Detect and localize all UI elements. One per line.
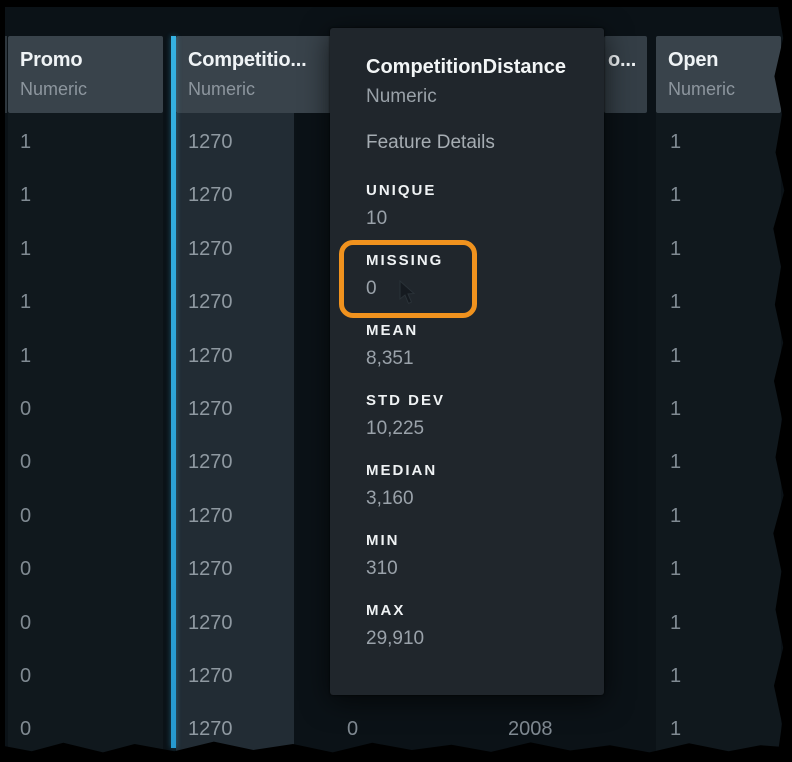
selected-column-border (171, 36, 176, 748)
column-cells-open: 1 1 1 1 1 1 1 1 1 1 1 1 (656, 113, 781, 762)
tooltip-section-label: Feature Details (366, 132, 495, 153)
table-cell: 1270 (188, 344, 233, 367)
table-cell: 0 (347, 718, 359, 741)
feature-details-tooltip: CompetitionDistance Numeric Feature Deta… (330, 28, 604, 695)
table-cell: 1 (670, 611, 682, 634)
stat-value: 3,160 (366, 488, 414, 509)
table-cell: 1 (670, 291, 682, 314)
table-cell: 1270 (188, 184, 233, 207)
table-cell: 1 (670, 718, 682, 741)
stat-value: 29,910 (366, 628, 425, 649)
tooltip-feature-type: Numeric (366, 86, 437, 107)
table-cell: 1270 (188, 611, 233, 634)
frame-edge-left (0, 0, 5, 762)
tooltip-feature-name: CompetitionDistance (366, 56, 567, 78)
table-cell: 1270 (188, 237, 233, 260)
feature-stat-unique: UNIQUE 10 (366, 181, 584, 229)
table-cell: 1270 (188, 504, 233, 527)
stat-label: STD DEV (366, 392, 446, 409)
stat-label: MAX (366, 602, 406, 619)
table-cell: 2008 (508, 718, 553, 741)
table-cell: 1270 (188, 451, 233, 474)
column-header-competition-distance[interactable]: Competitio... Numeric (176, 36, 332, 113)
table-cell: 1270 (188, 558, 233, 581)
column-header-hidden-b[interactable]: o... (604, 36, 647, 113)
stat-label: MEAN (366, 322, 419, 339)
feature-stat-median: MEDIAN 3,160 (366, 461, 584, 509)
table-cell: 0 (20, 504, 32, 527)
table-cell: 1 (670, 237, 682, 260)
table-cell: 0 (20, 664, 32, 687)
table-cell: 1270 (188, 397, 233, 420)
feature-stat-min: MIN 310 (366, 531, 584, 579)
table-cell: 0 (20, 558, 32, 581)
column-header-promo[interactable]: Promo Numeric (8, 36, 163, 113)
feature-stat-missing: MISSING 0 (366, 251, 584, 299)
column-title: Open (668, 49, 719, 71)
column-cells-competition-distance: 1270 1270 1270 1270 1270 1270 1270 1270 1270 1270… (176, 113, 294, 762)
feature-stat-mean: MEAN 8,351 (366, 321, 584, 369)
mouse-cursor-icon (399, 280, 416, 305)
stat-label: MEDIAN (366, 462, 438, 479)
stat-value: 10 (366, 208, 388, 229)
table-cell: 1270 (188, 131, 233, 153)
stat-label: MISSING (366, 252, 444, 269)
stat-value: 0 (366, 278, 377, 299)
table-cell: 0 (20, 397, 32, 420)
missing-stat-highlight-annotation (339, 240, 477, 318)
stat-value: 10,225 (366, 418, 425, 439)
column-type: Numeric (668, 79, 736, 99)
column-title: o... (608, 49, 637, 71)
table-cell: 1 (670, 451, 682, 474)
table-cell: 1 (670, 664, 682, 687)
table-cell: 1 (20, 344, 32, 367)
column-cells-hidden-a: 0 (302, 113, 452, 762)
stat-label: UNIQUE (366, 182, 437, 199)
stat-value: 310 (366, 558, 398, 579)
table-cell: 1270 (188, 291, 233, 314)
column-type: Numeric (188, 79, 256, 99)
table-cell: 0 (20, 451, 32, 474)
table-cell: 1 (670, 184, 682, 207)
table-cell: 1 (20, 291, 32, 314)
column-title: Competitio... (188, 49, 307, 71)
table-cell: 1 (670, 397, 682, 420)
table-cell: 1 (20, 131, 32, 153)
table-cell: 1 (670, 558, 682, 581)
column-type: Numeric (20, 79, 88, 99)
frame-edge-top (0, 0, 792, 7)
stat-label: MIN (366, 532, 400, 549)
stat-value: 8,351 (366, 348, 414, 369)
feature-stats-list: UNIQUE 10 MISSING 0 MEAN 8,351 STD DEV 10,225 ME… (366, 181, 584, 649)
column-cells-promo: 1 1 1 1 1 0 0 0 0 0 0 0 (8, 113, 163, 762)
table-cell: 0 (20, 611, 32, 634)
table-cell: 1 (670, 131, 682, 153)
table-cell: 1 (20, 184, 32, 207)
table-cell: 1270 (188, 664, 233, 687)
table-cell: 1 (670, 504, 682, 527)
table-cell: 1 (20, 237, 32, 260)
table-cell: 1 (670, 344, 682, 367)
column-title: Promo (20, 49, 83, 71)
feature-stat-std-dev: STD DEV 10,225 (366, 391, 584, 439)
table-cell: 0 (20, 718, 32, 741)
feature-stat-max: MAX 29,910 (366, 601, 584, 649)
column-header-open[interactable]: Open Numeric (656, 36, 781, 113)
table-cell: 1270 (188, 718, 233, 741)
column-cells-hidden-b: 2008 (500, 113, 600, 762)
